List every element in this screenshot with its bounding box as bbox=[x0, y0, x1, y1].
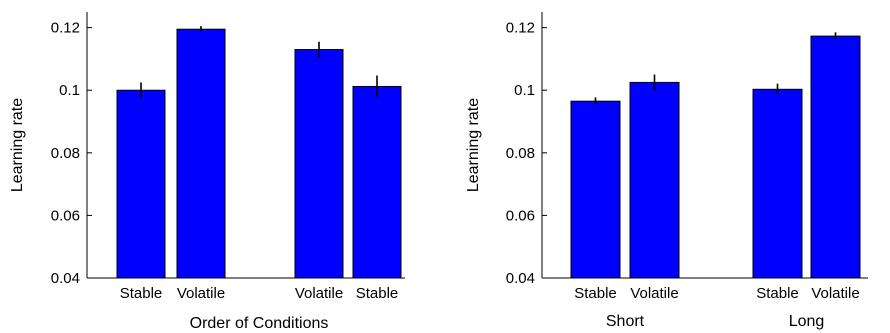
category-label: Volatile bbox=[295, 285, 343, 302]
y-tick-label: 0.06 bbox=[506, 207, 535, 224]
category-label: Stable bbox=[356, 285, 399, 302]
bar bbox=[352, 85, 402, 279]
category-label: Volatile bbox=[630, 285, 678, 302]
group-label: Long bbox=[789, 313, 825, 330]
category-label: Volatile bbox=[811, 285, 859, 302]
chart-right: Stable Volatile Stable Volatile 0.04 0.06 0.08… bbox=[465, 12, 868, 330]
bar bbox=[176, 28, 226, 279]
x-axis-label: Order of Conditions bbox=[190, 315, 329, 332]
y-tick-label: 0.08 bbox=[506, 145, 535, 162]
bar bbox=[570, 100, 621, 279]
y-tick-label: 0.12 bbox=[51, 20, 80, 37]
group-label: Short bbox=[606, 313, 645, 330]
bar bbox=[629, 81, 680, 279]
category-label: Stable bbox=[756, 285, 799, 302]
y-tick-label: 0.04 bbox=[506, 270, 535, 287]
y-tick-label: 0.08 bbox=[51, 145, 80, 162]
category-label: Stable bbox=[120, 285, 163, 302]
bar bbox=[116, 89, 166, 279]
bar bbox=[810, 35, 861, 279]
y-axis-label: Learning rate bbox=[465, 98, 482, 192]
y-tick-label: 0.12 bbox=[506, 20, 535, 37]
bar bbox=[294, 49, 344, 279]
category-label: Volatile bbox=[177, 285, 225, 302]
y-tick-label: 0.1 bbox=[59, 82, 80, 99]
y-tick-label: 0.04 bbox=[51, 270, 80, 287]
y-axis-label: Learning rate bbox=[9, 98, 26, 192]
y-tick-label: 0.1 bbox=[514, 82, 535, 99]
category-label: Stable bbox=[574, 285, 617, 302]
bar bbox=[752, 88, 803, 279]
y-tick-label: 0.06 bbox=[51, 207, 80, 224]
chart-left: Stable Volatile Volatile Stable 0.04 0.06 0.08… bbox=[9, 12, 405, 332]
